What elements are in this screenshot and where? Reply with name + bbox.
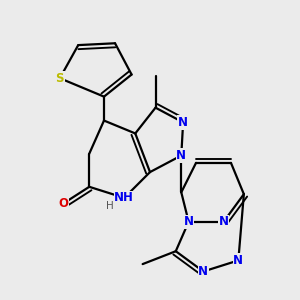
Text: N: N xyxy=(176,149,186,162)
Text: N: N xyxy=(198,265,208,278)
Text: N: N xyxy=(178,116,188,129)
Text: NH: NH xyxy=(114,191,134,204)
Text: N: N xyxy=(184,215,194,228)
Text: H: H xyxy=(106,201,114,211)
Text: N: N xyxy=(219,215,229,228)
Text: S: S xyxy=(56,72,64,85)
Text: O: O xyxy=(58,197,68,210)
Text: N: N xyxy=(233,254,243,267)
